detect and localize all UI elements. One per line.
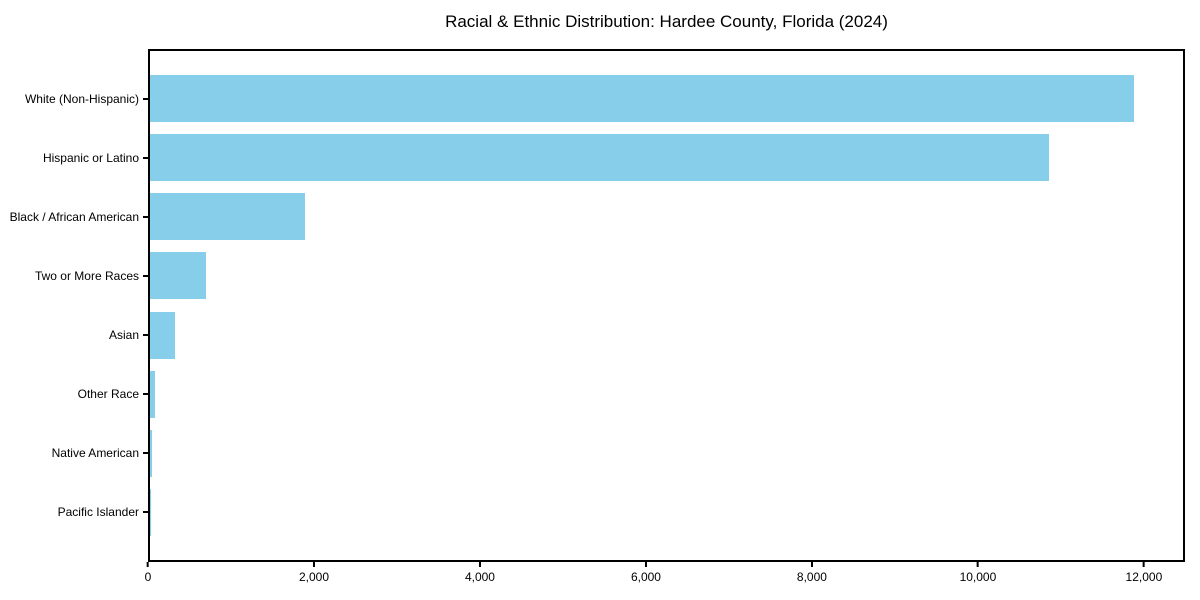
x-tick: 10,000 <box>959 562 997 584</box>
y-tick-mark <box>143 511 148 514</box>
bar-row <box>150 187 1183 246</box>
y-tick-mark <box>143 274 148 277</box>
y-tick-mark <box>143 97 148 100</box>
y-tick-mark <box>143 334 148 337</box>
x-tick: 8,000 <box>797 562 827 584</box>
y-axis-label-row: Native American <box>0 424 148 483</box>
x-tick: 12,000 <box>1125 562 1163 584</box>
y-axis-label-row: Hispanic or Latino <box>0 128 148 187</box>
y-axis-label: Other Race <box>77 387 139 402</box>
y-axis-label: Hispanic or Latino <box>42 150 139 165</box>
y-axis-label-row: Two or More Races <box>0 246 148 305</box>
bar-row <box>150 483 1183 542</box>
x-tick: 6,000 <box>631 562 661 584</box>
x-axis-ticks: 0 2,000 4,000 6,000 8,000 10,000 12,000 <box>144 562 1185 592</box>
x-tick: 4,000 <box>465 562 495 584</box>
y-axis-label: Native American <box>51 446 139 461</box>
x-tick-label: 2,000 <box>298 570 329 584</box>
x-tick-label: 4,000 <box>464 570 495 584</box>
y-tick-mark <box>143 452 148 455</box>
bar <box>150 311 175 359</box>
x-tick-mark <box>644 562 647 567</box>
y-tick-mark <box>143 393 148 396</box>
bar <box>150 75 1134 123</box>
y-axis-label-row: Pacific Islander <box>0 483 148 542</box>
bar-row <box>150 246 1183 305</box>
x-tick: 0 <box>144 562 152 584</box>
x-tick-label: 10,000 <box>959 570 997 584</box>
bar-row <box>150 424 1183 483</box>
y-axis-label-row: Asian <box>0 306 148 365</box>
x-tick-mark <box>1142 562 1145 567</box>
x-tick-mark <box>478 562 481 567</box>
bars-container <box>150 69 1183 542</box>
y-axis-label-row: Black / African American <box>0 187 148 246</box>
y-axis-label: Two or More Races <box>34 268 139 283</box>
bar <box>150 193 306 241</box>
x-tick-label: 0 <box>144 570 152 584</box>
x-tick-label: 12,000 <box>1125 570 1163 584</box>
x-tick-label: 8,000 <box>796 570 827 584</box>
x-tick-mark <box>976 562 979 567</box>
y-axis-label: Asian <box>108 328 139 343</box>
bar <box>150 252 207 300</box>
y-tick-mark <box>143 156 148 159</box>
y-axis-label: Black / African American <box>9 209 139 224</box>
x-tick-mark <box>147 562 149 567</box>
y-axis-labels: White (Non-Hispanic) Hispanic or Latino Bl… <box>0 69 148 542</box>
y-axis-label: Pacific Islander <box>57 505 139 520</box>
bar-row <box>150 69 1183 128</box>
bar-row <box>150 306 1183 365</box>
bar-row <box>150 128 1183 187</box>
x-tick-label: 6,000 <box>630 570 661 584</box>
y-axis-label-row: White (Non-Hispanic) <box>0 69 148 128</box>
x-tick-mark <box>312 562 315 567</box>
y-axis-label-row: Other Race <box>0 365 148 424</box>
chart-title: Racial & Ethnic Distribution: Hardee Cou… <box>445 12 888 31</box>
bar <box>150 370 156 418</box>
plot-area <box>148 49 1185 562</box>
bar-row <box>150 365 1183 424</box>
bar <box>150 429 152 477</box>
x-tick: 2,000 <box>299 562 329 584</box>
bar <box>150 134 1049 182</box>
x-tick-mark <box>810 562 813 567</box>
y-axis-label: White (Non-Hispanic) <box>24 91 139 106</box>
y-tick-mark <box>143 215 148 218</box>
